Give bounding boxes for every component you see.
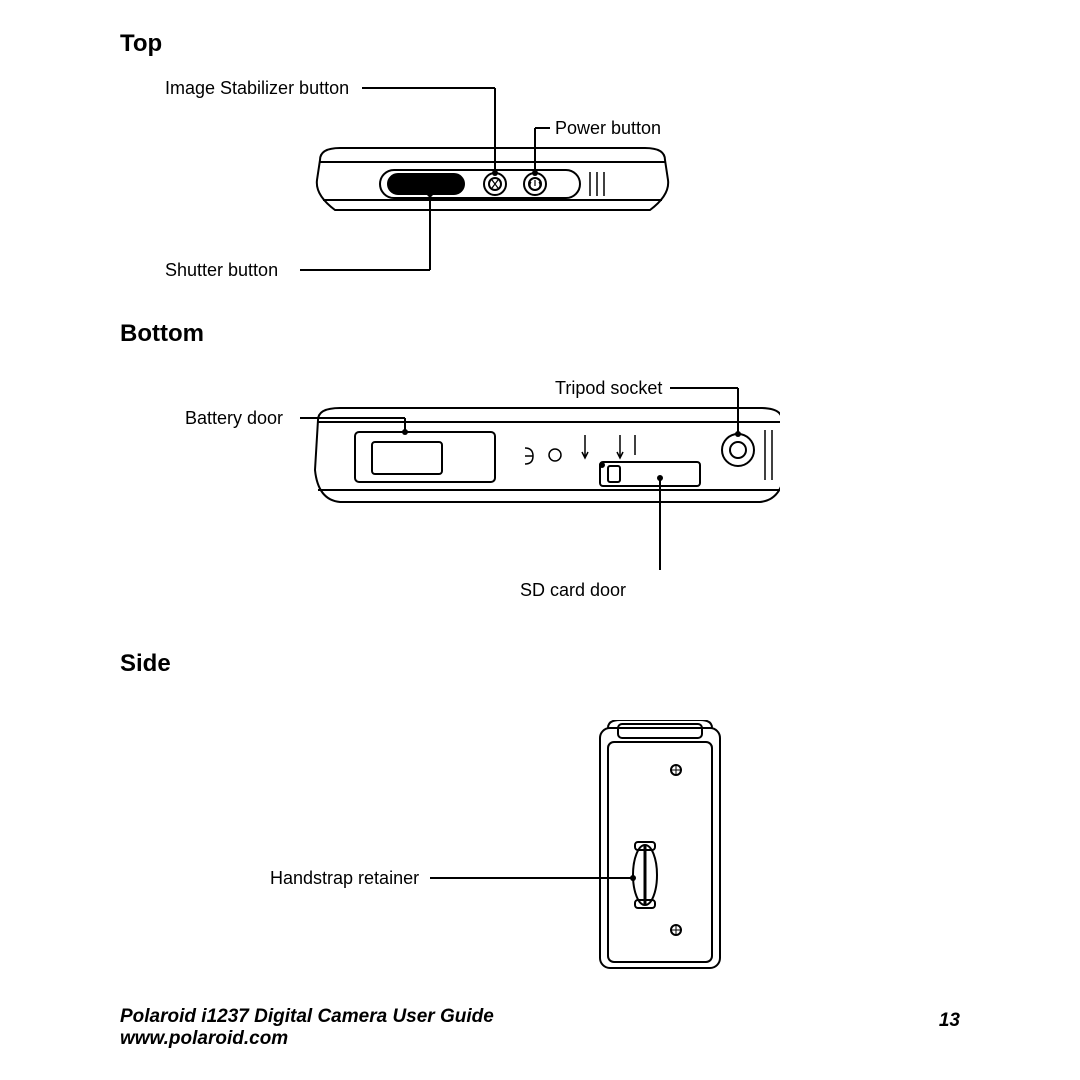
label-shutter: Shutter button (165, 260, 278, 281)
diagram-top (300, 70, 700, 280)
heading-side: Side (120, 650, 171, 678)
label-battery: Battery door (185, 408, 283, 429)
footer-guide: Polaroid i1237 Digital Camera User Guide (120, 1006, 494, 1027)
diagram-side (430, 720, 750, 980)
heading-bottom: Bottom (120, 320, 204, 348)
diagram-bottom (300, 370, 780, 600)
footer-url: www.polaroid.com (120, 1028, 288, 1049)
manual-page: Top Image Stabilizer button Power button… (0, 0, 1080, 1080)
page-number: 13 (939, 1010, 960, 1032)
label-handstrap: Handstrap retainer (270, 868, 419, 889)
heading-top: Top (120, 30, 162, 58)
footer: Polaroid i1237 Digital Camera User Guide… (120, 1006, 494, 1050)
